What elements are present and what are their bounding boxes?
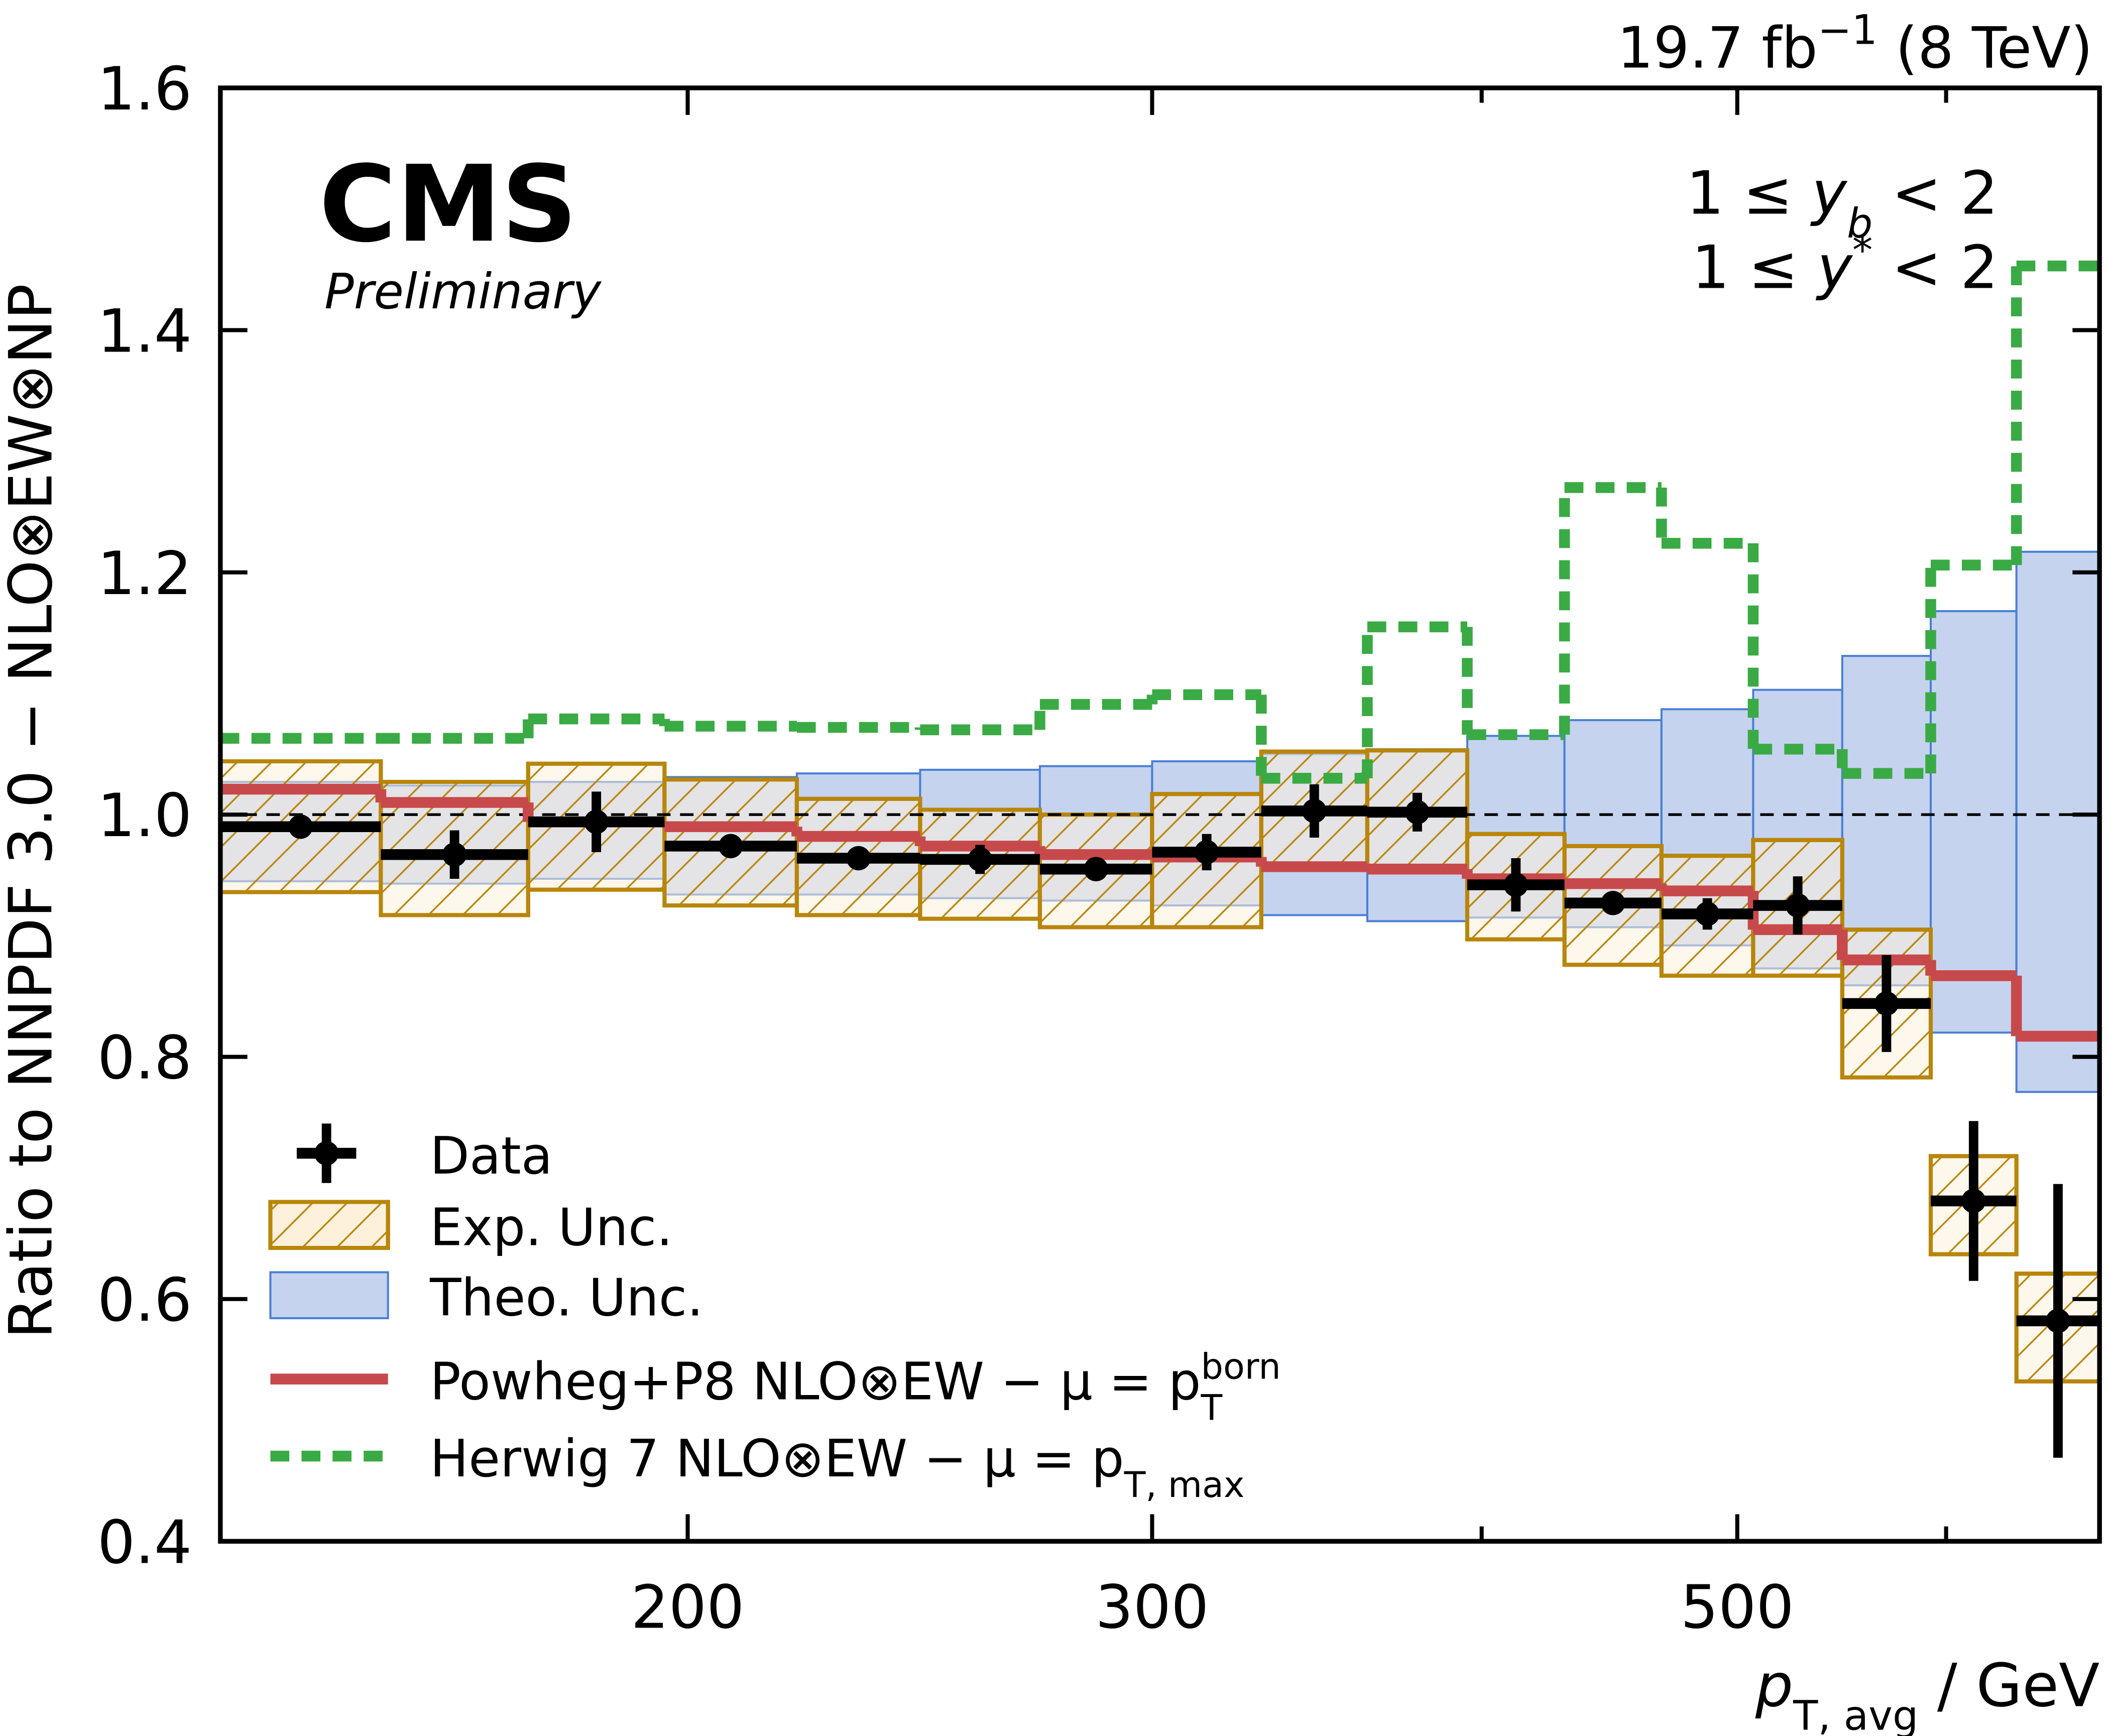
y-tick-label: 0.6 (97, 1265, 192, 1335)
data-point (718, 834, 743, 859)
region-label: 1 ≤ y* < 2 (1692, 227, 1998, 302)
y-axis-label: Ratio to NNPDF 3.0 − NLO⊗EW⊗NP (0, 284, 65, 1339)
y-tick-label: 1.6 (97, 54, 192, 124)
data-point (1785, 893, 1810, 918)
legend-symbol (269, 1271, 389, 1320)
legend-label: Theo. Unc. (429, 1268, 704, 1328)
legend-label: Powheg+P8 NLO⊗EW − μ = pTborn (430, 1346, 1281, 1429)
y-tick-label: 1.0 (97, 781, 192, 850)
y-tick-label: 0.8 (97, 1023, 192, 1093)
data-point (1874, 991, 1899, 1016)
data-point (1405, 800, 1430, 825)
legend-label: Data (430, 1126, 552, 1186)
data-point (584, 809, 609, 834)
legend-entry: Theo. Unc. (269, 1268, 704, 1328)
data-point (1302, 798, 1327, 824)
legend-label: Herwig 7 NLO⊗EW − μ = pT, max (430, 1429, 1244, 1506)
data-point (2046, 1309, 2070, 1333)
data-point (1961, 1189, 1986, 1213)
x-axis-label: pT, avg / GeV (1755, 1651, 2099, 1736)
legend-symbol (268, 1200, 390, 1250)
data-point (1695, 901, 1720, 927)
data-point (1194, 840, 1219, 865)
x-tick-label: 200 (631, 1573, 744, 1642)
band-bin (1929, 610, 2018, 1034)
legend-entry: Data (296, 1123, 552, 1186)
data-point (288, 815, 313, 839)
status-label: Preliminary (324, 263, 602, 320)
band-bin (2015, 550, 2101, 1093)
y-tick-label: 1.4 (97, 296, 192, 366)
data-point (1503, 872, 1529, 897)
y-tick-label: 0.4 (97, 1508, 192, 1577)
data-point (1084, 857, 1108, 881)
region-label: 1 ≤ yb < 2 (1686, 158, 1998, 247)
x-tick-label: 500 (1681, 1573, 1794, 1642)
lumi-label: 19.7 fb−1 (8 TeV) (1617, 7, 2093, 81)
data-point (968, 847, 992, 872)
legend-symbol (314, 1141, 339, 1166)
data-point (1600, 890, 1625, 915)
experiment-label: CMS (319, 143, 577, 266)
y-tick-label: 1.2 (97, 539, 192, 608)
x-tick-label: 300 (1095, 1573, 1209, 1642)
data-point (846, 846, 871, 871)
legend-entry: Herwig 7 NLO⊗EW − μ = pT, max (270, 1429, 1244, 1506)
legend-entry: Powheg+P8 NLO⊗EW − μ = pTborn (270, 1346, 1281, 1429)
data-point (442, 842, 467, 867)
legend-label: Exp. Unc. (430, 1198, 673, 1258)
legend-entry: Exp. Unc. (268, 1198, 673, 1258)
